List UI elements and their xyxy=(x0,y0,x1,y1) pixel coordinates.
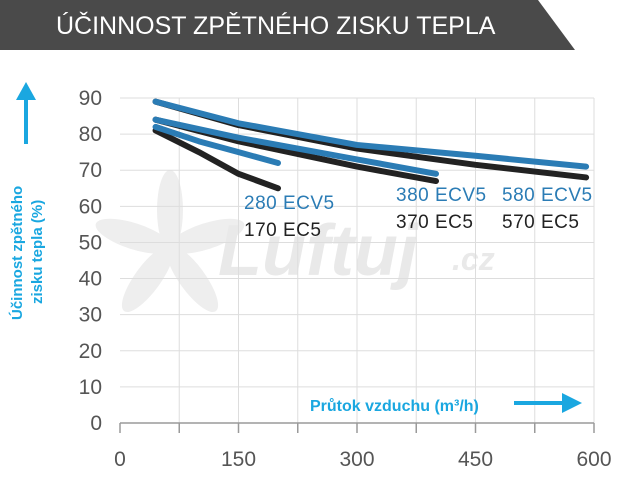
watermark-suffix: .cz xyxy=(452,241,495,277)
y-tick-label: 30 xyxy=(79,304,102,327)
x-tick-label: 450 xyxy=(458,448,493,471)
series-line-380-ecv5 xyxy=(152,116,439,177)
y-tick-label: 40 xyxy=(79,268,102,291)
y-tick-label: 20 xyxy=(79,340,102,363)
series-label: 380 ECV5 xyxy=(396,185,487,206)
x-tick-label: 150 xyxy=(221,448,256,471)
y-tick-label: 10 xyxy=(79,376,102,399)
series-label: 170 EC5 xyxy=(244,220,321,241)
x-tick-label: 0 xyxy=(114,448,126,471)
series-line-280-ecv5 xyxy=(152,123,281,166)
y-arrow-icon xyxy=(16,82,36,100)
y-tick-label: 90 xyxy=(79,87,102,110)
watermark-brand: Luftuj xyxy=(218,211,420,291)
series-label: 570 EC5 xyxy=(502,212,579,233)
y-axis-label-line2: zisku tepla (%) xyxy=(29,200,46,304)
y-tick-label: 0 xyxy=(90,412,102,435)
series-label: 580 ECV5 xyxy=(502,185,593,206)
chart-title: ÚČINNOST ZPĚTNÉHO ZISKU TEPLA xyxy=(56,11,496,40)
y-axis-title: Účinnost zpětného zisku tepla (%) xyxy=(8,82,46,320)
title-banner xyxy=(0,0,575,50)
series-lines xyxy=(152,98,590,192)
y-tick-label: 60 xyxy=(79,195,102,218)
x-tick-label: 300 xyxy=(339,448,374,471)
x-arrow-icon xyxy=(562,393,582,413)
x-arrow-shaft xyxy=(514,401,564,405)
axes: 0 10 20 30 40 50 60 70 80 90 0 150 300 450 600 xyxy=(79,87,612,471)
x-axis-label: Průtok vzduchu (m³/h) xyxy=(310,398,479,415)
series-labels: 280 ECV5 170 EC5 380 ECV5 370 EC5 580 ECV5 57… xyxy=(244,185,593,241)
y-tick-label: 70 xyxy=(79,159,102,182)
y-tick-label: 80 xyxy=(79,123,102,146)
series-label: 370 EC5 xyxy=(396,212,473,233)
series-line-580-ecv5 xyxy=(152,98,590,170)
series-label: 280 ECV5 xyxy=(244,193,335,214)
y-arrow-shaft xyxy=(24,98,28,144)
x-tick-label: 600 xyxy=(576,448,611,471)
y-axis-label-line1: Účinnost zpětného xyxy=(8,186,26,320)
x-axis-title: Průtok vzduchu (m³/h) xyxy=(310,393,582,415)
y-tick-label: 50 xyxy=(79,231,102,254)
series-line-170-ec5 xyxy=(152,127,281,192)
